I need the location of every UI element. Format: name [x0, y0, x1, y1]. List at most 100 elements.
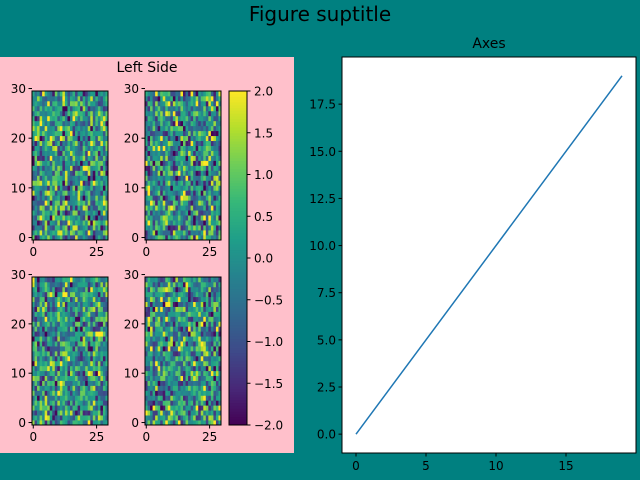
- heatmap-cell: [39, 395, 43, 401]
- y-tick-label: 5.0: [317, 333, 336, 347]
- heatmap-cell: [183, 301, 186, 307]
- heatmap-cell: [72, 95, 76, 102]
- heatmap-cell: [47, 410, 51, 416]
- heatmap-cell: [208, 230, 212, 236]
- heatmap-cell: [175, 390, 179, 396]
- heatmap-cell: [167, 336, 171, 342]
- colorbar-tick-label: −0.5: [254, 293, 283, 307]
- heatmap-cell: [165, 230, 169, 236]
- heatmap-cell: [72, 326, 76, 332]
- heatmap-cell: [37, 190, 40, 196]
- y-tick-label: 20: [124, 132, 139, 146]
- heatmap-cell: [102, 150, 106, 156]
- heatmap-cell: [52, 301, 56, 307]
- heatmap-cell: [203, 400, 207, 406]
- heatmap-cell: [67, 95, 71, 102]
- heatmap-cell: [162, 331, 166, 337]
- heatmap-cell: [167, 180, 171, 186]
- heatmap-cell: [57, 150, 61, 156]
- heatmap-cell: [57, 210, 61, 216]
- heatmap-cell: [80, 360, 84, 367]
- y-tick-label: 17.5: [309, 98, 336, 112]
- heatmap-cell: [198, 306, 202, 312]
- heatmap-cell: [72, 380, 76, 386]
- heatmap-cell: [213, 155, 217, 161]
- heatmap-cell: [175, 365, 179, 372]
- heatmap-cell: [193, 336, 197, 342]
- heatmap-cell: [95, 210, 99, 216]
- heatmap-cell: [157, 410, 161, 416]
- heatmap-cell: [160, 336, 164, 342]
- heatmap-cell: [208, 360, 212, 367]
- heatmap-cell: [200, 380, 204, 386]
- heatmap-cell: [34, 291, 38, 298]
- heatmap-cell: [105, 281, 109, 288]
- heatmap-cell: [67, 301, 71, 307]
- heatmap-cell: [175, 215, 179, 221]
- heatmap-cell: [150, 385, 153, 391]
- heatmap-cell: [180, 291, 184, 298]
- heatmap-cell: [160, 110, 164, 117]
- heatmap-cell: [34, 351, 38, 357]
- heatmap-cell: [188, 95, 191, 102]
- heatmap-cell: [77, 205, 81, 211]
- heatmap-cell: [215, 400, 219, 406]
- heatmap-cell: [97, 351, 101, 357]
- heatmap-cell: [167, 380, 171, 386]
- heatmap-cell: [177, 220, 181, 226]
- heatmap-cell: [72, 100, 76, 107]
- heatmap-cell: [193, 360, 197, 367]
- heatmap-cell: [70, 316, 73, 322]
- heatmap-cell: [37, 170, 40, 176]
- heatmap-cell: [218, 230, 222, 236]
- heatmap-cell: [64, 316, 68, 322]
- heatmap-cell: [150, 120, 153, 127]
- heatmap-cell: [195, 110, 199, 117]
- heatmap-cell: [205, 390, 209, 396]
- heatmap-cell: [44, 390, 48, 396]
- heatmap-cell: [200, 306, 204, 312]
- heatmap-cell: [205, 365, 209, 372]
- heatmap-cell: [92, 160, 96, 166]
- heatmap-cell: [32, 175, 35, 181]
- heatmap-cell: [95, 395, 99, 401]
- heatmap-cell: [190, 281, 194, 288]
- heatmap-cell: [200, 215, 204, 221]
- heatmap-cell: [62, 190, 66, 196]
- heatmap-cell: [100, 346, 104, 352]
- heatmap-cell: [32, 235, 35, 241]
- heatmap-cell: [195, 286, 199, 293]
- heatmap-cell: [34, 100, 38, 107]
- heatmap-cell: [218, 150, 222, 156]
- heatmap-cell: [147, 205, 151, 211]
- heatmap-cell: [102, 115, 106, 122]
- heatmap-cell: [90, 385, 94, 391]
- heatmap-cell: [67, 170, 71, 176]
- heatmap-cell: [170, 301, 174, 307]
- heatmap-cell: [102, 380, 106, 386]
- heatmap-cell: [37, 400, 40, 406]
- heatmap-cell: [172, 365, 176, 372]
- heatmap-cell: [75, 306, 78, 312]
- heatmap-cell: [198, 210, 202, 216]
- heatmap-cell: [32, 170, 35, 176]
- heatmap-cell: [105, 150, 109, 156]
- heatmap-cell: [95, 410, 99, 416]
- heatmap-cell: [160, 277, 164, 283]
- heatmap-cell: [34, 355, 38, 362]
- heatmap-cell: [200, 326, 204, 332]
- heatmap-cell: [42, 375, 46, 381]
- heatmap-cell: [82, 316, 86, 322]
- heatmap-cell: [215, 140, 219, 146]
- heatmap-cell: [152, 410, 156, 416]
- heatmap-cell: [162, 100, 166, 107]
- heatmap-cell: [54, 306, 58, 312]
- heatmap-cell: [39, 150, 43, 156]
- heatmap-cell: [205, 225, 209, 231]
- heatmap-cell: [102, 145, 106, 151]
- heatmap-cell: [82, 130, 86, 137]
- heatmap-cell: [59, 380, 63, 386]
- colorbar-tick-label: −1.5: [254, 377, 283, 391]
- heatmap-cell: [145, 120, 148, 127]
